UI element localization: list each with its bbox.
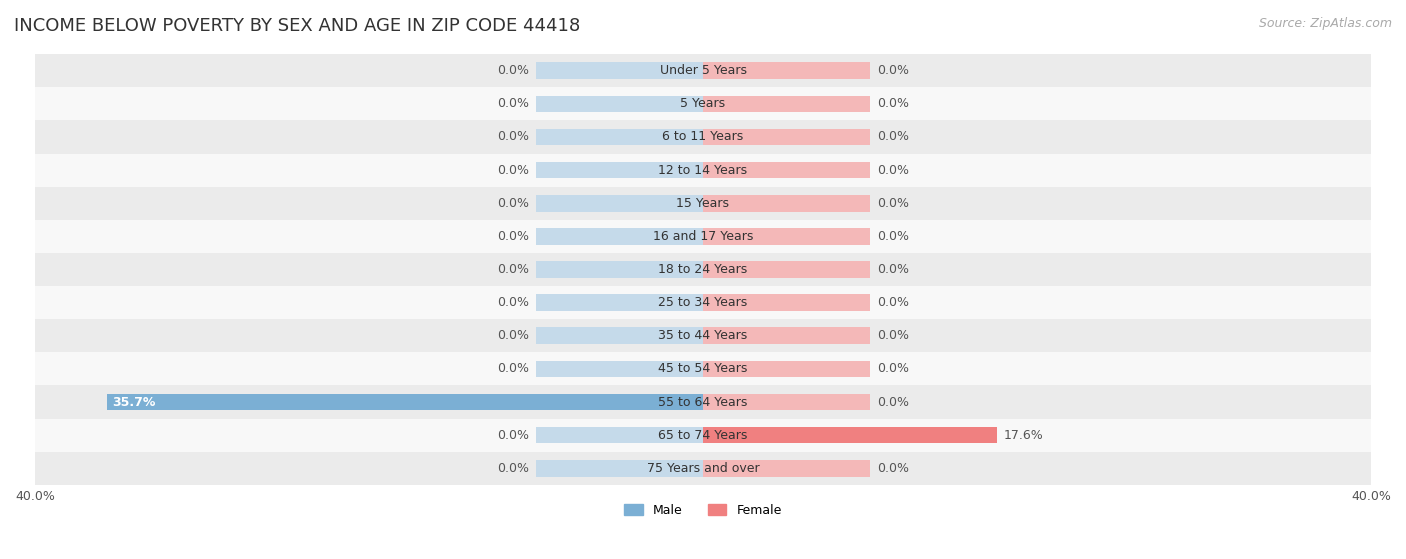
- Text: 0.0%: 0.0%: [498, 462, 529, 475]
- Text: 5 Years: 5 Years: [681, 97, 725, 110]
- Bar: [35, 319, 1371, 352]
- Bar: [536, 295, 703, 311]
- Bar: [703, 63, 870, 79]
- Text: 75 Years and over: 75 Years and over: [647, 462, 759, 475]
- Bar: [536, 129, 703, 145]
- Bar: [35, 154, 1371, 187]
- Text: Source: ZipAtlas.com: Source: ZipAtlas.com: [1258, 17, 1392, 30]
- Bar: [536, 195, 703, 211]
- Text: 55 to 64 Years: 55 to 64 Years: [658, 396, 748, 409]
- Bar: [703, 394, 870, 410]
- Bar: [703, 162, 870, 178]
- Text: 0.0%: 0.0%: [877, 130, 908, 144]
- Text: 0.0%: 0.0%: [877, 97, 908, 110]
- Bar: [35, 120, 1371, 154]
- Text: 16 and 17 Years: 16 and 17 Years: [652, 230, 754, 243]
- Text: 0.0%: 0.0%: [498, 296, 529, 309]
- Text: 0.0%: 0.0%: [498, 362, 529, 376]
- Bar: [703, 295, 870, 311]
- Text: 25 to 34 Years: 25 to 34 Years: [658, 296, 748, 309]
- Bar: [703, 129, 870, 145]
- Bar: [35, 253, 1371, 286]
- Bar: [703, 96, 870, 112]
- Text: 35 to 44 Years: 35 to 44 Years: [658, 329, 748, 342]
- Bar: [536, 394, 703, 410]
- Text: 0.0%: 0.0%: [877, 329, 908, 342]
- Text: 0.0%: 0.0%: [877, 362, 908, 376]
- Bar: [35, 352, 1371, 386]
- Text: 0.0%: 0.0%: [877, 462, 908, 475]
- Text: 35.7%: 35.7%: [111, 396, 155, 409]
- Bar: [536, 361, 703, 377]
- Bar: [35, 187, 1371, 220]
- Text: 0.0%: 0.0%: [498, 263, 529, 276]
- Text: 0.0%: 0.0%: [498, 130, 529, 144]
- Bar: [35, 419, 1371, 452]
- Bar: [703, 328, 870, 344]
- Bar: [35, 220, 1371, 253]
- Bar: [107, 394, 703, 410]
- Text: 17.6%: 17.6%: [1004, 429, 1043, 442]
- Text: 0.0%: 0.0%: [877, 230, 908, 243]
- Bar: [536, 96, 703, 112]
- Text: 0.0%: 0.0%: [498, 429, 529, 442]
- Bar: [703, 460, 870, 477]
- Text: 65 to 74 Years: 65 to 74 Years: [658, 429, 748, 442]
- Bar: [35, 452, 1371, 485]
- Bar: [703, 261, 870, 278]
- Text: 0.0%: 0.0%: [498, 230, 529, 243]
- Bar: [536, 261, 703, 278]
- Text: 0.0%: 0.0%: [498, 97, 529, 110]
- Text: 0.0%: 0.0%: [498, 197, 529, 210]
- Text: 0.0%: 0.0%: [877, 197, 908, 210]
- Bar: [536, 162, 703, 178]
- Text: 15 Years: 15 Years: [676, 197, 730, 210]
- Text: 0.0%: 0.0%: [877, 263, 908, 276]
- Bar: [536, 328, 703, 344]
- Bar: [703, 228, 870, 245]
- Text: 6 to 11 Years: 6 to 11 Years: [662, 130, 744, 144]
- Bar: [536, 460, 703, 477]
- Text: 0.0%: 0.0%: [877, 296, 908, 309]
- Bar: [703, 427, 997, 443]
- Bar: [536, 63, 703, 79]
- Text: 45 to 54 Years: 45 to 54 Years: [658, 362, 748, 376]
- Bar: [35, 286, 1371, 319]
- Text: INCOME BELOW POVERTY BY SEX AND AGE IN ZIP CODE 44418: INCOME BELOW POVERTY BY SEX AND AGE IN Z…: [14, 17, 581, 35]
- Bar: [703, 195, 870, 211]
- Bar: [35, 87, 1371, 120]
- Bar: [35, 54, 1371, 87]
- Text: 0.0%: 0.0%: [877, 64, 908, 77]
- Text: 0.0%: 0.0%: [498, 329, 529, 342]
- Bar: [536, 228, 703, 245]
- Bar: [703, 427, 870, 443]
- Text: Under 5 Years: Under 5 Years: [659, 64, 747, 77]
- Text: 12 to 14 Years: 12 to 14 Years: [658, 164, 748, 177]
- Bar: [35, 386, 1371, 419]
- Text: 0.0%: 0.0%: [498, 164, 529, 177]
- Bar: [536, 427, 703, 443]
- Legend: Male, Female: Male, Female: [619, 499, 787, 522]
- Text: 0.0%: 0.0%: [877, 164, 908, 177]
- Bar: [703, 361, 870, 377]
- Text: 18 to 24 Years: 18 to 24 Years: [658, 263, 748, 276]
- Text: 0.0%: 0.0%: [498, 64, 529, 77]
- Text: 0.0%: 0.0%: [877, 396, 908, 409]
